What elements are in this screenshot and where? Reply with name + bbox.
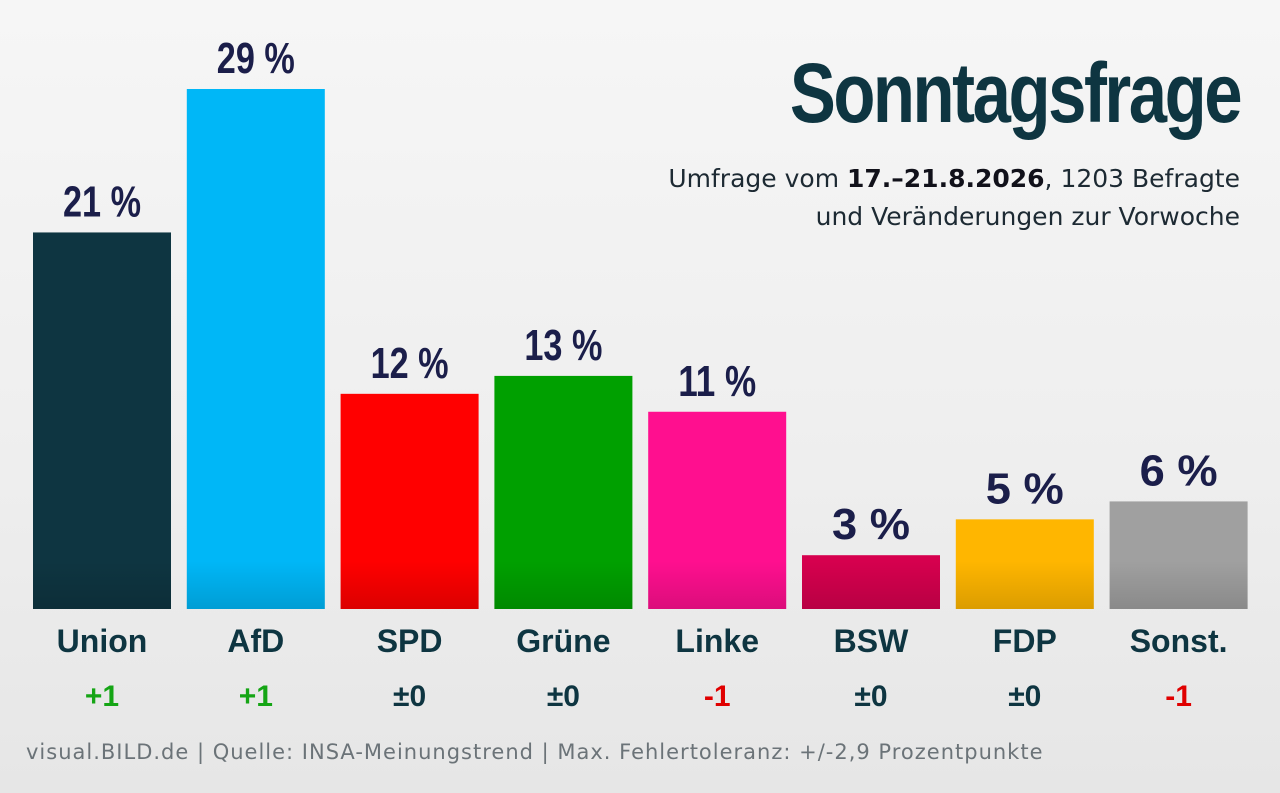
bar-union [33,232,171,609]
bar-base-shade [648,561,787,609]
bar-base-shade [955,561,1094,609]
value-label: 5 % [986,464,1064,513]
chart-subtitle: Umfrage vom 17.–21.8.2026, 1203 Befragte… [668,160,1240,236]
subtitle-line-1: Umfrage vom 17.–21.8.2026, 1203 Befragte [668,164,1240,193]
value-label: 3 % [832,500,910,549]
subtitle-line-2: und Veränderungen zur Vorwoche [815,202,1240,231]
change-label: +1 [239,680,273,713]
change-label: -1 [1165,680,1192,713]
value-label: 11 % [678,357,756,406]
bar-base-shade [186,561,325,609]
change-label: ±0 [547,680,580,713]
change-label: ±0 [854,680,887,713]
value-label: 6 % [1140,446,1218,495]
category-label: AfD [227,623,284,659]
bar-base-shade [494,561,633,609]
bar-base-shade [1109,561,1248,609]
category-label: Sonst. [1130,623,1228,659]
value-label: 29 % [217,34,295,83]
category-label: FDP [993,623,1057,659]
category-label: Union [57,623,148,659]
change-label: -1 [704,680,731,713]
bar-base-shade [802,561,940,609]
bar-base-shade [33,561,171,609]
category-label: BSW [834,623,909,659]
source-footer: visual.BILD.de | Quelle: INSA-Meinungstr… [26,740,1044,764]
value-label: 21 % [63,177,141,226]
bar-base-shade [340,561,479,609]
survey-dates: 17.–21.8.2026 [847,164,1045,193]
change-label: +1 [85,680,119,713]
value-label: 13 % [524,321,602,370]
category-label: Grüne [516,623,610,659]
change-label: ±0 [393,680,426,713]
change-label: ±0 [1008,680,1041,713]
category-label: Linke [675,623,759,659]
value-label: 12 % [371,339,449,388]
category-label: SPD [377,623,443,659]
bar-afd [186,89,325,609]
chart-title: Sonntagsfrage [789,46,1243,140]
